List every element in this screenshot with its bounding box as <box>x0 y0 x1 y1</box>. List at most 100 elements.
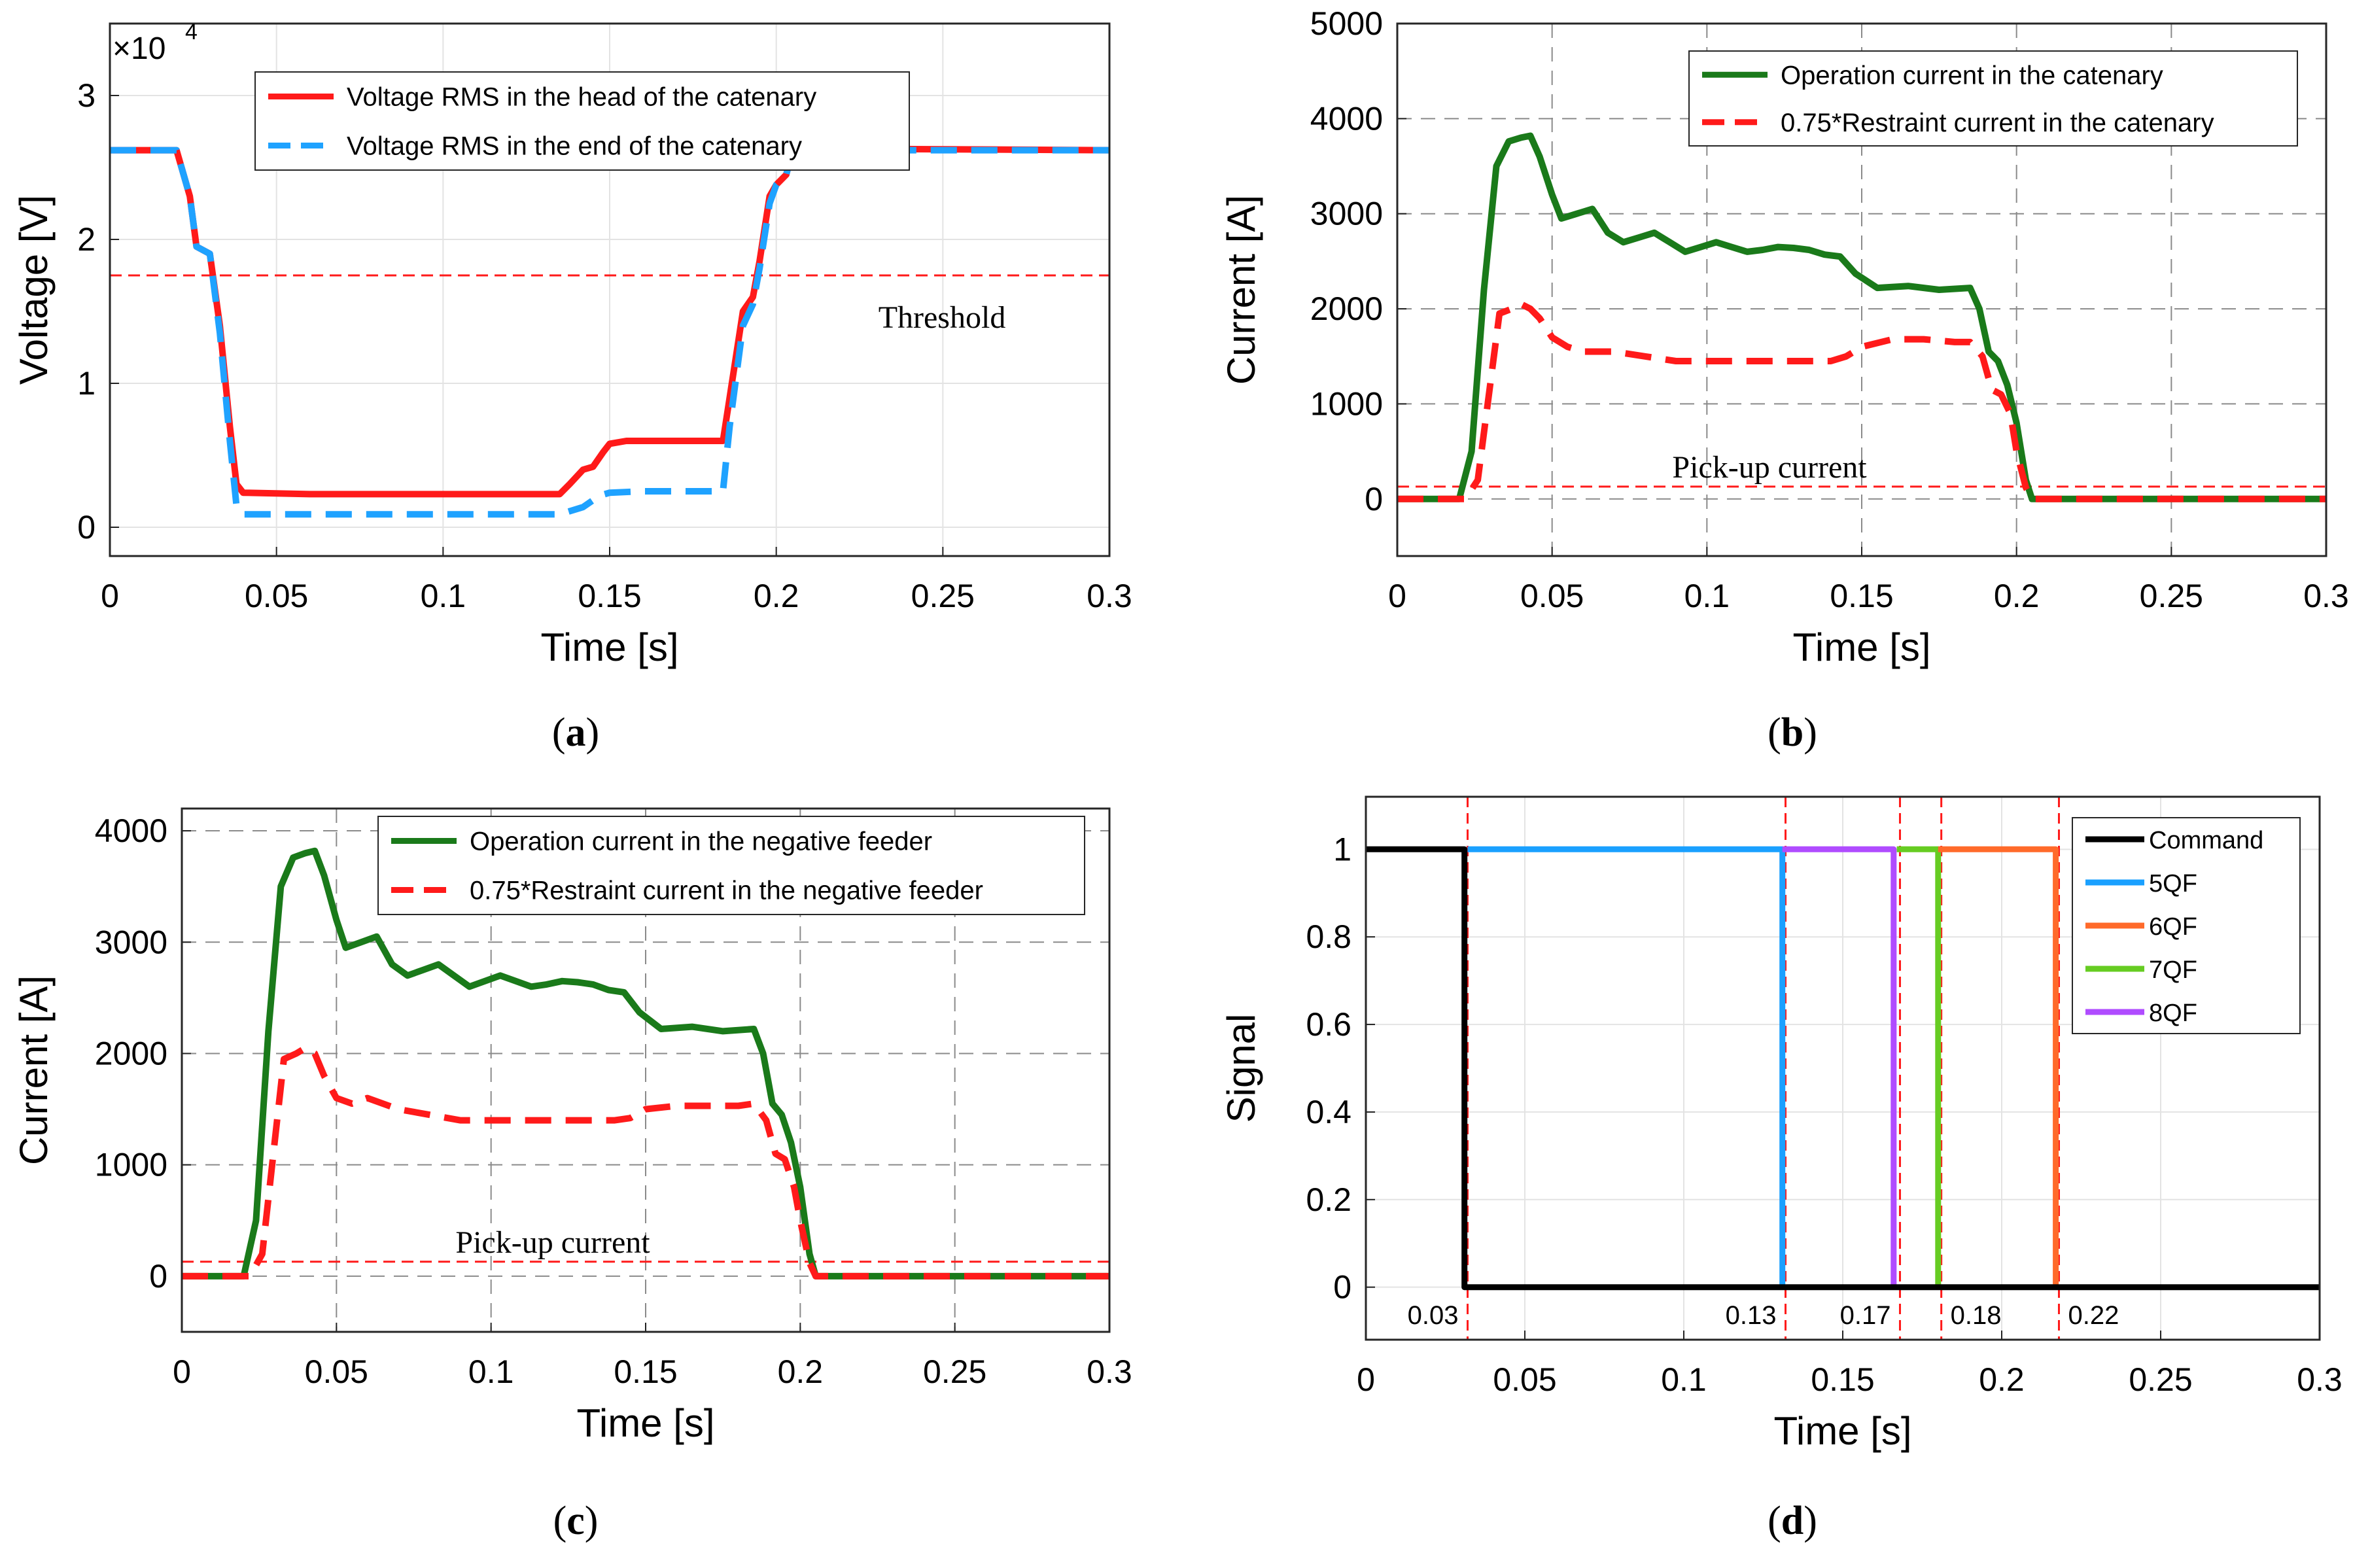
legend-entry-label: Voltage RMS in the end of the catenary <box>347 132 802 161</box>
plot-frame <box>181 807 1111 1333</box>
x-axis-label: Time [s] <box>576 1401 714 1445</box>
legend-entry-label: 5QF <box>2149 870 2197 897</box>
threshold-label: Pick-up current <box>1672 450 1867 485</box>
y-tick-label: 4000 <box>95 812 167 849</box>
threshold-label: Pick-up current <box>455 1225 650 1260</box>
y-tick-label: 0.4 <box>1306 1094 1351 1130</box>
y-multiplier-exponent: 4 <box>185 20 198 44</box>
series-line-voltage-rms-in-the-end-of-the-catenary <box>110 147 1109 518</box>
y-tick-label: 0 <box>1333 1269 1351 1306</box>
x-tick-label: 0.25 <box>2129 1361 2192 1398</box>
y-tick-label: 2000 <box>95 1035 167 1071</box>
x-tick-label: 0.25 <box>2140 578 2203 614</box>
x-tick-label: 0.2 <box>1979 1361 2025 1398</box>
legend-box <box>377 816 1085 915</box>
x-tick-label: 0.15 <box>1830 578 1893 614</box>
legend-entry-label: Operation current in the negative feeder <box>470 828 932 856</box>
x-tick-label: 0 <box>1388 578 1406 614</box>
x-tick-label: 0.1 <box>468 1353 514 1390</box>
series-line-command <box>1366 846 2320 1291</box>
legend-entry-label: 8QF <box>2149 1000 2197 1027</box>
x-axis-label: Time [s] <box>540 625 678 669</box>
panel-d-signal-chart: 0 0.05 0.1 0.15 0.2 0.25 0.3 0 0.2 0.4 0.6 0.8 1 0.03… <box>1219 795 2343 1543</box>
x-tick-label: 0.3 <box>2303 578 2349 614</box>
y-tick-label: 0 <box>149 1258 167 1295</box>
plot-frame <box>1396 22 2327 557</box>
legend-box <box>1688 50 2298 147</box>
panel-caption: (d) <box>1768 1499 1817 1543</box>
series-line-0-75-restraint-current-in-the-negative-feeder <box>182 1045 1109 1280</box>
y-tick-label: 1 <box>77 365 96 402</box>
y-tick-label: 1 <box>1333 831 1351 867</box>
plot-frame <box>1365 795 2321 1341</box>
legend-entry-label: Voltage RMS in the head of the catenary <box>347 83 816 112</box>
x-tick-label: 0.3 <box>2297 1361 2343 1398</box>
y-tick-label: 0.8 <box>1306 918 1351 955</box>
x-tick-label: 0.05 <box>1520 578 1584 614</box>
y-tick-label: 1000 <box>1310 385 1383 422</box>
x-tick-label: 0.2 <box>754 578 799 614</box>
plot-frame <box>109 22 1111 557</box>
y-axis-label: Voltage [V] <box>12 195 56 385</box>
x-tick-label: 0 <box>173 1353 191 1390</box>
y-tick-label: 0 <box>77 509 96 546</box>
panel-b-catenary-current-chart: 0 0.05 0.1 0.15 0.2 0.25 0.3 0 1000 2000 3000 4000 5… <box>1219 5 2349 755</box>
x-tick-label: 0.05 <box>245 578 308 614</box>
y-tick-label: 3000 <box>95 924 167 960</box>
event-marker-label: 0.13 <box>1726 1301 1777 1330</box>
event-marker-label: 0.18 <box>1951 1301 2002 1330</box>
panel-caption: (a) <box>552 710 599 755</box>
legend-entry-label: 0.75*Restraint current in the catenary <box>1781 109 2214 137</box>
y-tick-label: 3 <box>77 77 96 114</box>
y-tick-label: 0.6 <box>1306 1006 1351 1043</box>
y-tick-label: 0 <box>1365 481 1383 517</box>
x-tick-label: 0 <box>1357 1361 1375 1398</box>
x-axis-label: Time [s] <box>1792 625 1930 669</box>
legend-entry-label: 7QF <box>2149 956 2197 984</box>
x-tick-label: 0.25 <box>911 578 975 614</box>
legend-entry-label: Operation current in the catenary <box>1781 61 2163 90</box>
panel-caption: (b) <box>1768 710 1817 755</box>
x-tick-label: 0.1 <box>1684 578 1730 614</box>
legend-entry-label: 6QF <box>2149 913 2197 941</box>
panel-a-voltage-chart: 0 0.05 0.1 0.15 0.2 0.25 0.3 0 1 2 3 Threshold ×10 4 T… <box>12 20 1132 755</box>
x-tick-label: 0.1 <box>421 578 466 614</box>
legend-box <box>254 71 910 171</box>
legend-entry-label: 0.75*Restraint current in the negative f… <box>470 877 983 905</box>
y-tick-label: 3000 <box>1310 196 1383 232</box>
series-line-operation-current-in-the-catenary <box>1397 132 2326 502</box>
threshold-label: Threshold <box>879 300 1006 335</box>
x-tick-label: 0.15 <box>1811 1361 1874 1398</box>
x-tick-label: 0.05 <box>1493 1361 1556 1398</box>
series-line-8qf <box>1782 846 1897 1287</box>
event-marker-label: 0.17 <box>1840 1301 1891 1330</box>
event-marker-label: 0.03 <box>1408 1301 1459 1330</box>
y-tick-label: 4000 <box>1310 100 1383 137</box>
y-multiplier-base: ×10 <box>113 31 166 66</box>
y-tick-label: 0.2 <box>1306 1181 1351 1218</box>
y-tick-label: 5000 <box>1310 5 1383 42</box>
x-tick-label: 0.3 <box>1087 578 1132 614</box>
event-marker-label: 0.22 <box>2068 1301 2119 1330</box>
y-tick-label: 1000 <box>95 1147 167 1183</box>
x-tick-label: 0.25 <box>923 1353 986 1390</box>
y-axis-label: Current [A] <box>1219 195 1263 385</box>
series-line-0-75-restraint-current-in-the-catenary <box>1397 300 2326 502</box>
x-tick-label: 0.15 <box>578 578 641 614</box>
x-tick-label: 0 <box>101 578 119 614</box>
series-line-6qf <box>1938 846 2059 1287</box>
x-tick-label: 0.1 <box>1661 1361 1707 1398</box>
legend-entry-label: Command <box>2149 827 2263 854</box>
panel-caption: (c) <box>553 1499 599 1543</box>
x-tick-label: 0.3 <box>1087 1353 1132 1390</box>
y-axis-label: Current [A] <box>12 975 56 1165</box>
y-tick-label: 2 <box>77 221 96 258</box>
x-tick-label: 0.2 <box>1994 578 2040 614</box>
series-line-operation-current-in-the-negative-feeder <box>182 847 1109 1280</box>
x-axis-label: Time [s] <box>1773 1409 1911 1453</box>
y-axis-label: Signal <box>1219 1014 1263 1123</box>
x-tick-label: 0.2 <box>778 1353 824 1390</box>
x-tick-label: 0.15 <box>614 1353 677 1390</box>
x-tick-label: 0.05 <box>305 1353 368 1390</box>
